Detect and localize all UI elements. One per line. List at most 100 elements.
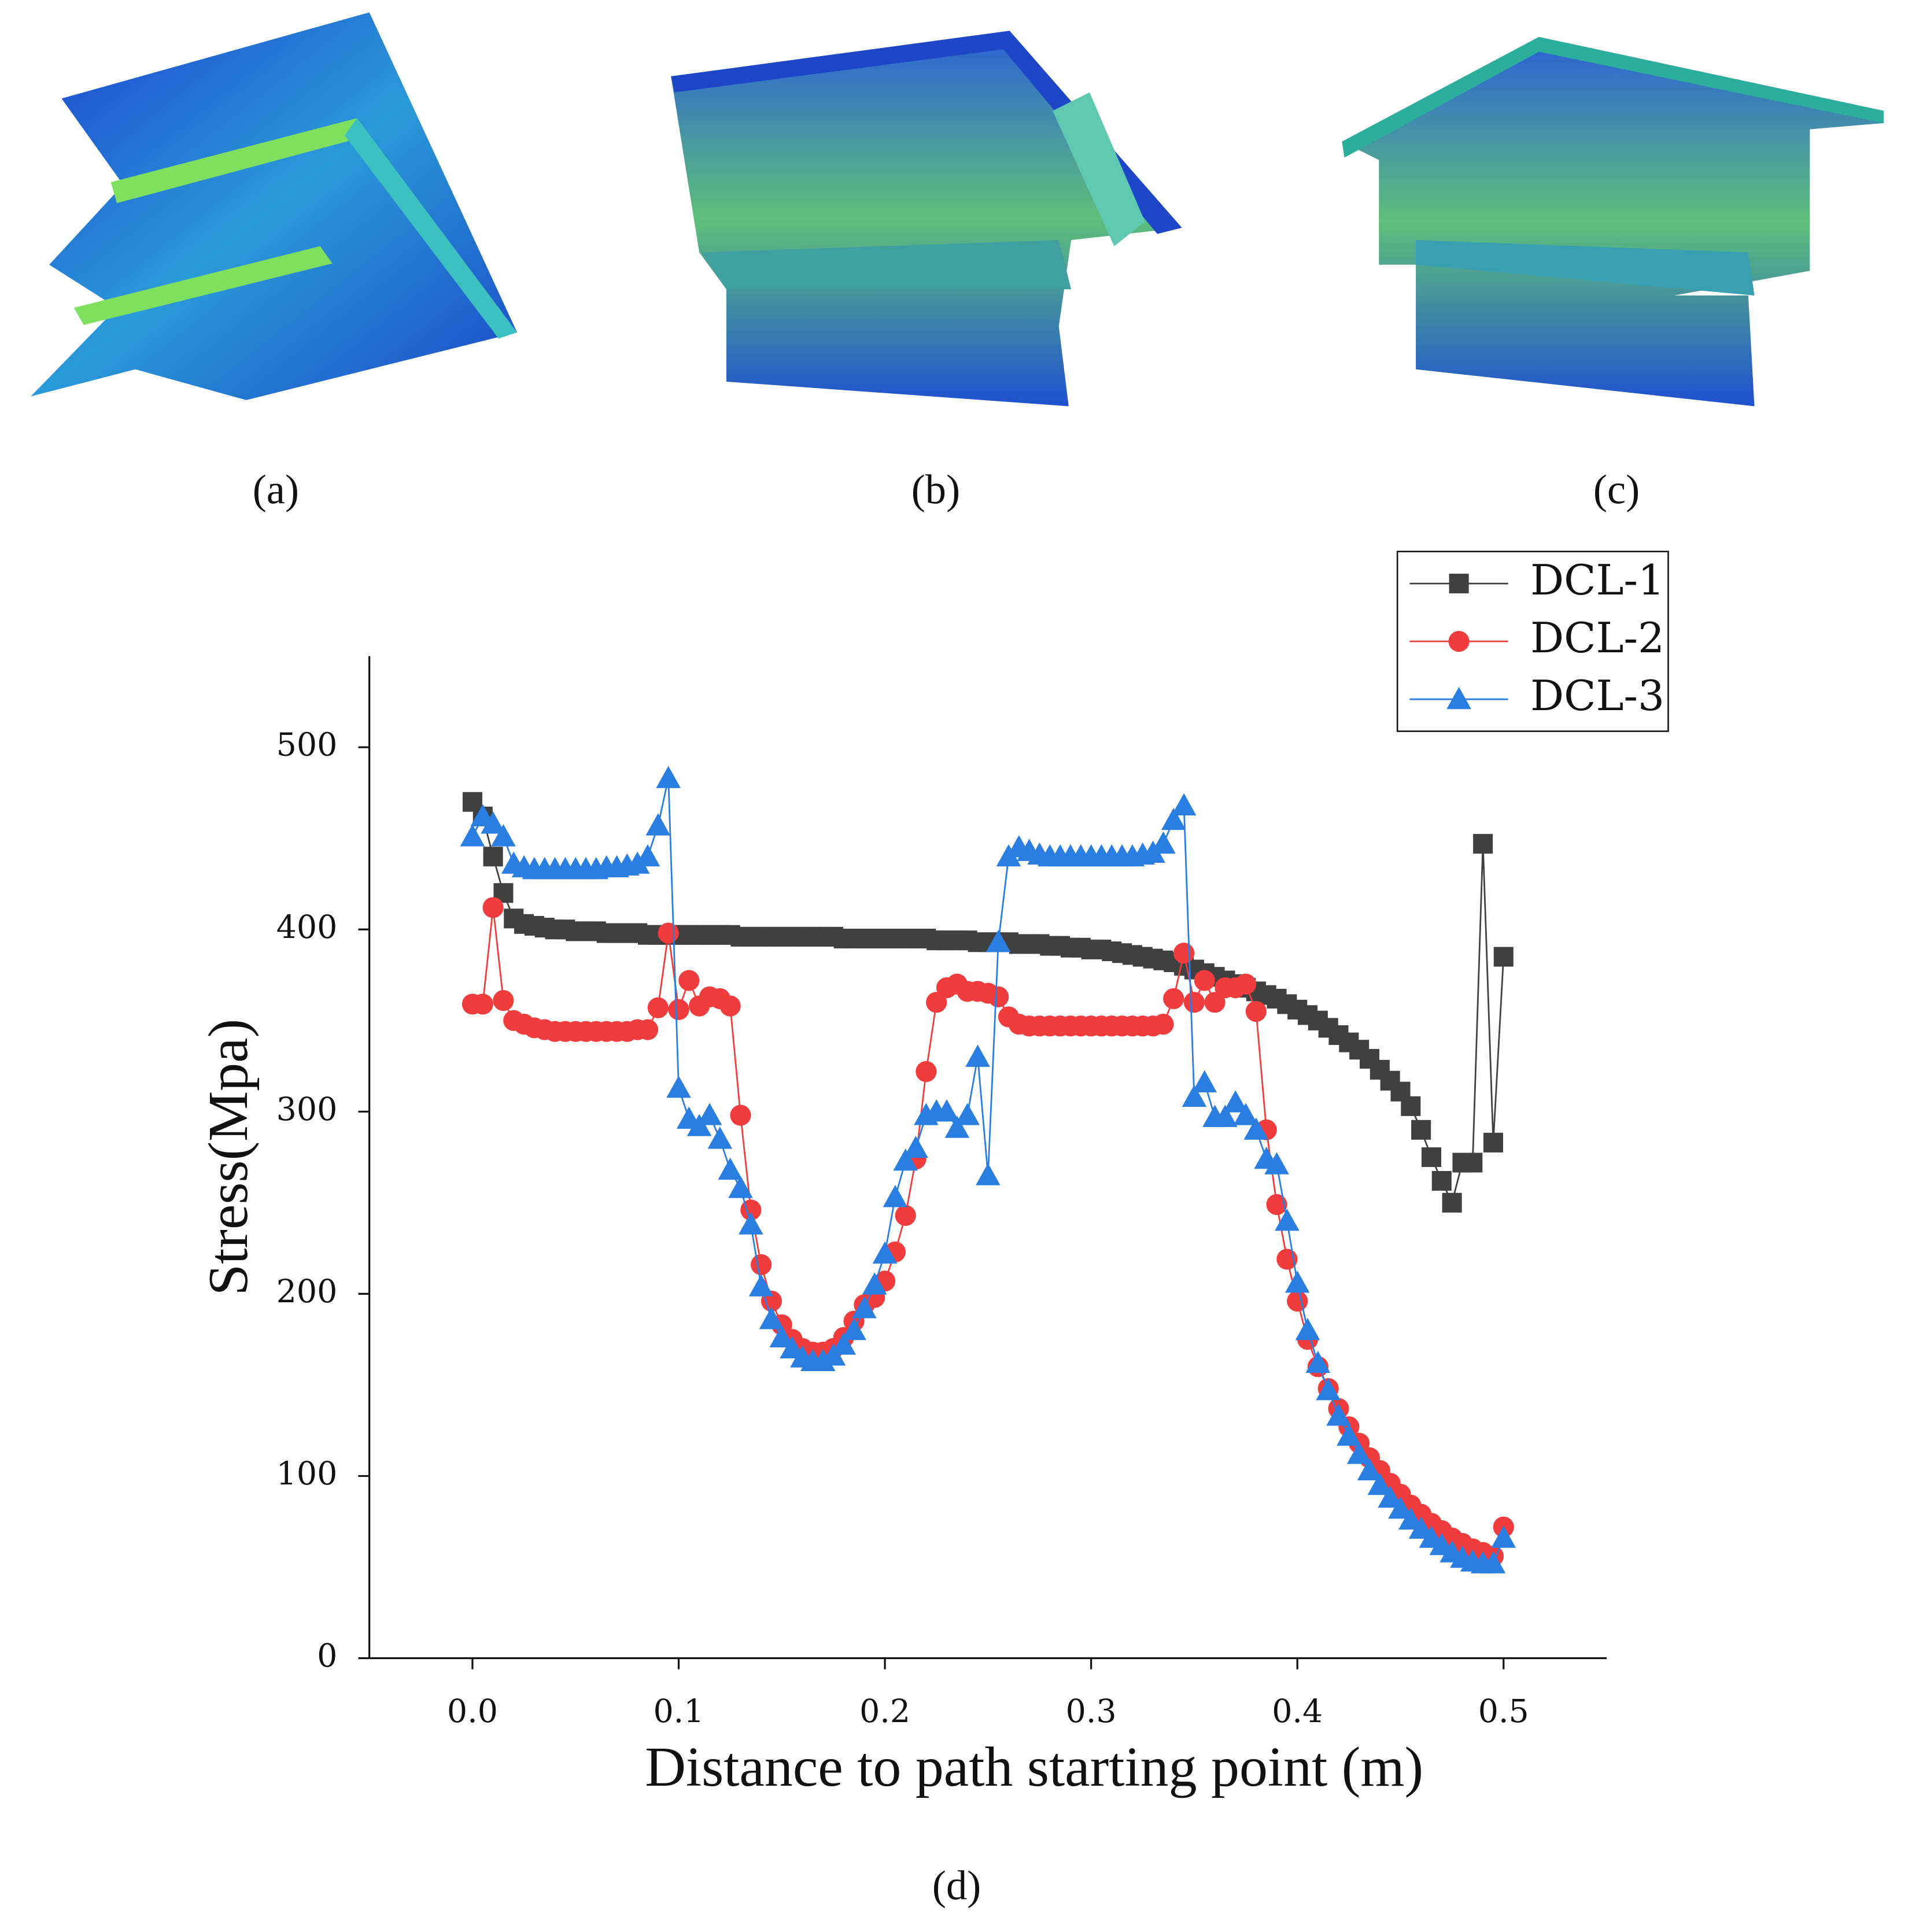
marker [645, 813, 671, 836]
marker [1346, 1442, 1372, 1464]
marker [1473, 834, 1493, 854]
marker [666, 1076, 691, 1098]
legend-marker [1446, 686, 1471, 710]
marker [926, 992, 947, 1013]
x-tick-label: 0.3 [1066, 1693, 1117, 1730]
marker [1316, 1378, 1341, 1401]
marker [1463, 1152, 1483, 1173]
y-tick-label: 400 [276, 909, 338, 946]
panel-label: (a) [253, 466, 299, 512]
marker [1153, 1014, 1174, 1035]
marker [1163, 988, 1184, 1010]
marker [635, 844, 660, 867]
marker [482, 897, 504, 918]
marker [916, 1061, 937, 1083]
marker [1326, 1403, 1351, 1426]
fem-model-b [671, 31, 1182, 407]
x-tick-label: 0.4 [1272, 1693, 1323, 1730]
legend-label: DCL-2 [1530, 614, 1664, 663]
marker [1235, 973, 1257, 995]
marker [483, 847, 503, 867]
marker [1171, 793, 1197, 816]
marker [1183, 992, 1205, 1013]
marker [491, 824, 516, 847]
marker [1378, 1485, 1402, 1508]
marker [1161, 807, 1186, 830]
marker [647, 997, 669, 1018]
marker [481, 811, 505, 834]
y-tick-label: 100 [276, 1456, 338, 1493]
legend-label: DCL-3 [1530, 672, 1664, 721]
marker [1493, 947, 1514, 967]
legend-marker [1448, 631, 1470, 652]
x-tick-label: 0.5 [1478, 1693, 1529, 1730]
marker [1223, 1090, 1248, 1113]
marker [852, 1296, 877, 1318]
x-tick-label: 0.0 [447, 1693, 498, 1730]
marker [1275, 1209, 1300, 1231]
marker [831, 1332, 857, 1355]
marker [988, 986, 1009, 1007]
marker [944, 1115, 970, 1138]
marker [751, 1254, 772, 1276]
marker [1357, 1458, 1382, 1481]
marker [707, 1126, 733, 1149]
marker [1182, 1084, 1207, 1107]
marker [1388, 1496, 1413, 1519]
marker [678, 970, 700, 991]
marker [1284, 1270, 1310, 1293]
marker [893, 1148, 918, 1171]
marker [1305, 1350, 1331, 1373]
marker [985, 930, 1011, 952]
x-tick-label: 0.1 [653, 1693, 704, 1730]
marker [883, 1185, 908, 1207]
marker [841, 1318, 866, 1340]
marker [1233, 1103, 1258, 1125]
marker [934, 1099, 959, 1122]
marker [1481, 1551, 1506, 1573]
panel-label: (d) [932, 1862, 981, 1908]
marker [739, 1212, 763, 1235]
marker [1431, 1171, 1452, 1191]
marker [1173, 943, 1195, 964]
marker [697, 1103, 722, 1125]
legend-marker [1449, 574, 1469, 594]
panel-label: (b) [911, 466, 960, 512]
marker [1337, 1423, 1361, 1446]
legend-label: DCL-1 [1530, 556, 1664, 605]
marker [1367, 1472, 1393, 1495]
marker [872, 1241, 898, 1264]
marker [1483, 1132, 1503, 1152]
marker [1491, 1525, 1516, 1548]
marker [1204, 992, 1226, 1013]
marker [1401, 1096, 1421, 1116]
marker [769, 1325, 795, 1348]
fem-model-a [31, 12, 518, 400]
marker [493, 990, 514, 1011]
marker [1192, 1070, 1217, 1092]
marker [460, 824, 485, 847]
y-tick-label: 500 [276, 727, 338, 764]
marker [1287, 1290, 1308, 1312]
marker [656, 766, 681, 788]
marker [668, 999, 689, 1020]
y-tick-label: 300 [276, 1091, 338, 1128]
marker [472, 993, 493, 1015]
marker [1295, 1318, 1320, 1340]
marker [1266, 1194, 1287, 1216]
marker [1151, 831, 1176, 854]
marker [658, 922, 679, 944]
marker [1442, 1192, 1462, 1213]
marker [728, 1176, 753, 1198]
series-line [472, 907, 1505, 1557]
marker [976, 1163, 1001, 1185]
marker [965, 1044, 990, 1067]
marker [759, 1307, 784, 1329]
marker [1245, 1000, 1267, 1022]
marker [955, 1103, 980, 1125]
y-axis-title: Stress(Mpa) [197, 1019, 260, 1296]
marker [1213, 1104, 1238, 1127]
marker [730, 1104, 751, 1126]
